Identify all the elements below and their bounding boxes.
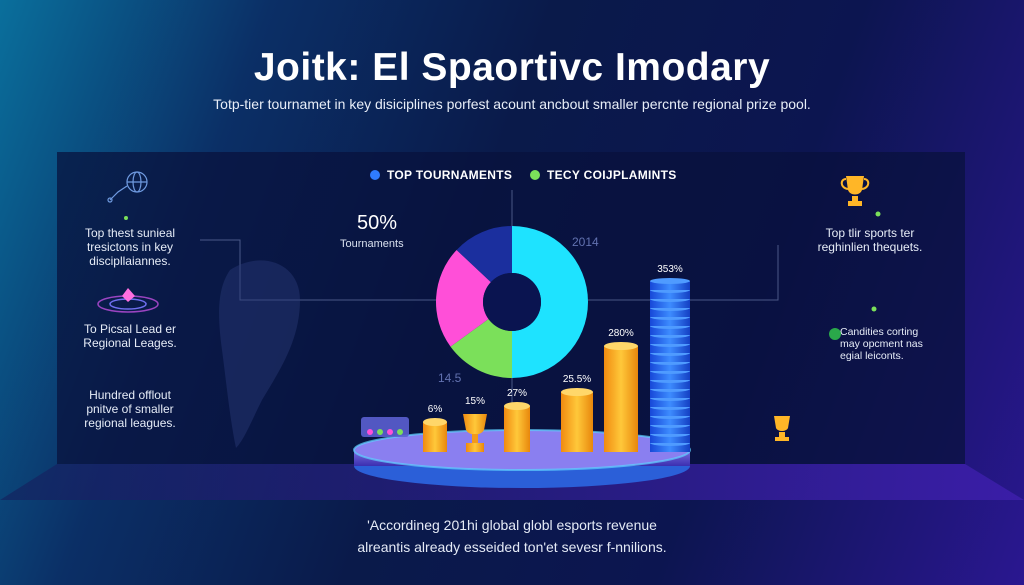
donut-slice-1 xyxy=(512,226,588,378)
footer-line-1: 'Accordineg 201hi global globl esports r… xyxy=(367,517,657,533)
bar-5 xyxy=(604,342,638,452)
map-silhouette xyxy=(219,260,300,448)
left-note-2: To Picsal Lead er Regional Leages. xyxy=(83,322,177,350)
page-subtitle: Totp-tier tournamet in key disiciplines … xyxy=(213,96,811,112)
donut-slice-3 xyxy=(435,249,491,347)
legend-item-complaints: TECY COIJPLAMINTS xyxy=(530,168,677,182)
bar-1 xyxy=(423,418,447,452)
donut-hole xyxy=(483,273,541,331)
bar-4 xyxy=(561,388,593,452)
donut-slice-2 xyxy=(450,319,512,378)
bar-label-5: 280% xyxy=(608,328,634,339)
left-note-1: Top thest sunieal tresictons in key disc… xyxy=(84,226,176,268)
bar-label-1: 6% xyxy=(428,404,443,415)
bar-3 xyxy=(504,402,530,452)
bar-label-2: 15% xyxy=(465,396,485,407)
bar-label-6: 353% xyxy=(657,264,683,275)
legend-label-1: TOP TOURNAMENTS xyxy=(387,168,513,182)
footer-line-2: alreantis already esseided ton'et sevesr… xyxy=(357,539,667,555)
highlight-label: Tournaments xyxy=(340,238,404,250)
legend-item-top-tournaments: TOP TOURNAMENTS xyxy=(370,168,512,182)
trophy-icon-small xyxy=(774,416,790,441)
page-title: Joitk: El Spaortivc Imodary xyxy=(253,46,771,89)
trophy-icon xyxy=(840,176,881,217)
faint-value-label: 14.5 xyxy=(438,371,462,385)
bar-chart: 6% 15% 27% 25.5% 280% 353% xyxy=(423,264,690,452)
bar-label-4: 25.5% xyxy=(563,374,591,385)
donut-slice-4 xyxy=(456,226,512,283)
right-note-1: Top tlir sports ter reghinlien thequets. xyxy=(817,226,923,254)
donut-chart xyxy=(435,226,588,378)
legend-label-2: TECY COIJPLAMINTS xyxy=(547,168,677,182)
right-note-2: Candities corting may opcment nas egial … xyxy=(840,326,923,362)
footer-caption: 'Accordineg 201hi global globl esports r… xyxy=(0,514,1024,558)
bar-label-3: 27% xyxy=(507,388,527,399)
gem-icon xyxy=(97,288,159,313)
leaf-icon xyxy=(829,306,877,340)
chip-tray xyxy=(361,417,409,437)
legend-dot-blue xyxy=(370,170,380,180)
network-globe-icon xyxy=(107,171,148,220)
highlight-value: 50% xyxy=(357,212,398,234)
left-note-3: Hundred offlout pnitve of smaller region… xyxy=(84,388,176,430)
bar-6 xyxy=(650,278,690,452)
legend-dot-green xyxy=(530,170,540,180)
bar-2 xyxy=(463,414,487,452)
faint-year-label: 2014 xyxy=(572,235,599,249)
